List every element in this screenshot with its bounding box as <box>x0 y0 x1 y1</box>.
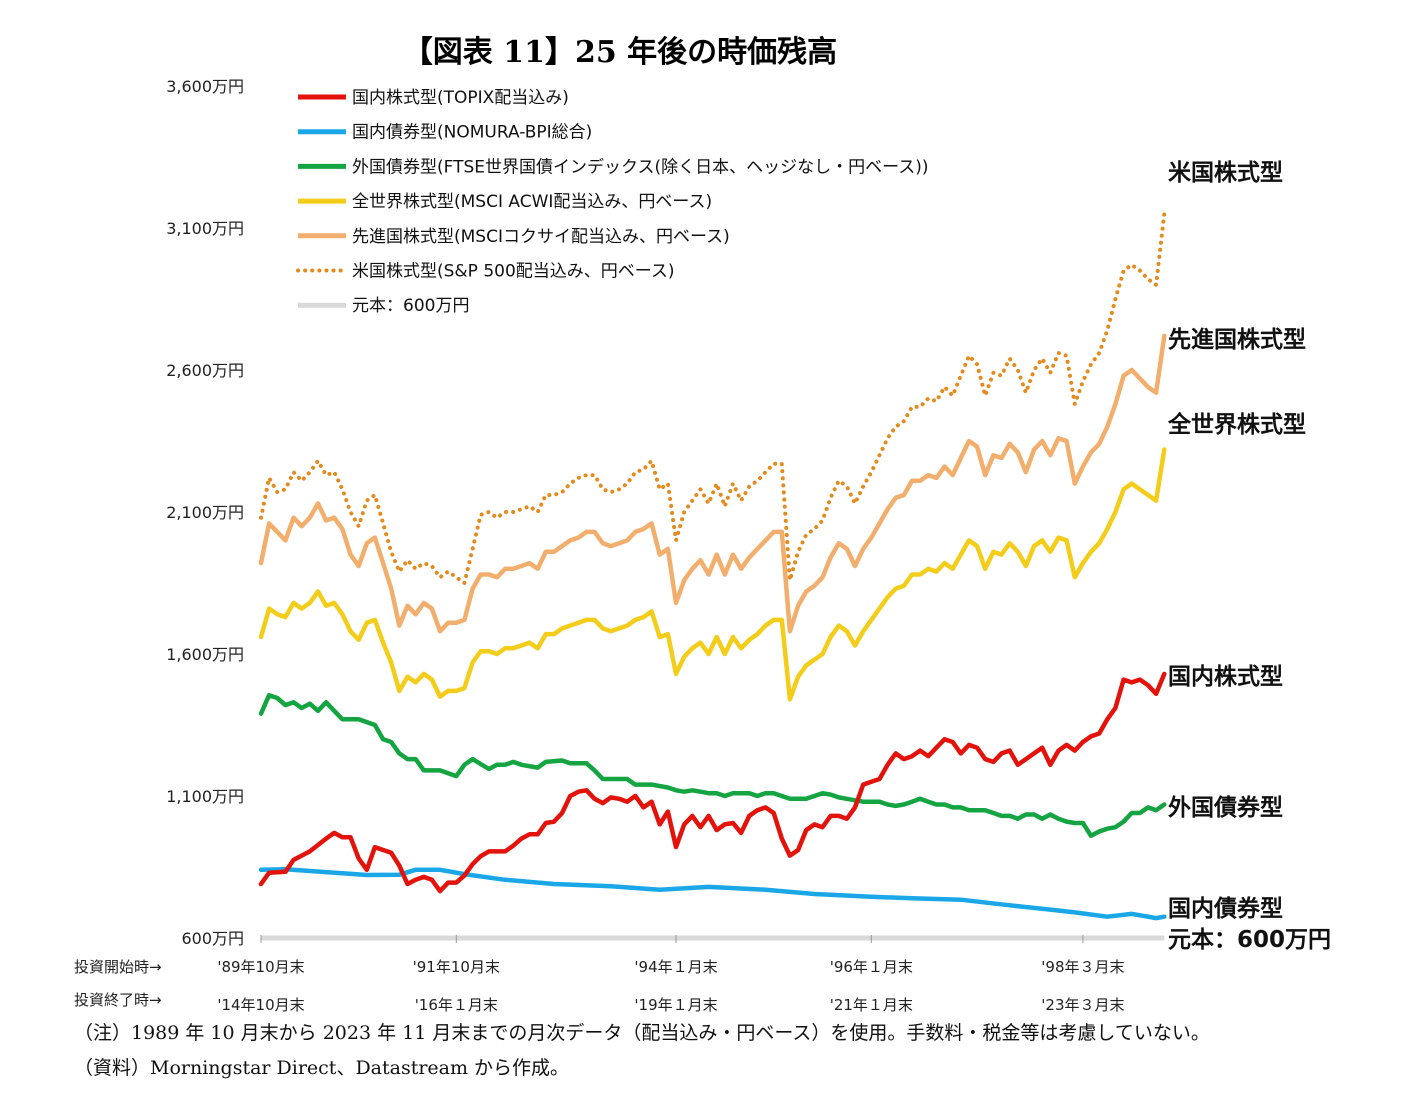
series-line-domestic-equity <box>258 671 1167 894</box>
legend-label-developed-equity: 先進国株式型(MSCIコクサイ配当込み、円ベース) <box>352 227 730 247</box>
start-row-label: 投資開始時→ <box>74 958 162 976</box>
x-tick-label-start: '89年10月末 <box>217 958 304 976</box>
series-line-developed-equity <box>258 333 1167 634</box>
y-tick-label: 1,600万円 <box>166 645 244 664</box>
end-label-principal: 元本：600万円 <box>1168 927 1331 953</box>
plot-area <box>258 211 1167 941</box>
y-tick-label: 1,100万円 <box>166 787 244 806</box>
end-label-domestic-equity: 国内株式型 <box>1168 664 1283 690</box>
legend-label-us-equity: 米国株式型(S&P 500配当込み、円ベース) <box>352 262 675 282</box>
y-axis: 600万円 1,100万円 1,600万円 2,100万円 2,600万円 3,100万円… <box>166 77 244 948</box>
series-line-world-equity <box>258 447 1167 702</box>
end-label-foreign-bond: 外国債券型 <box>1168 794 1283 821</box>
legend: 国内株式型(TOPIX配当込み) 国内債券型(NOMURA-BPI総合) 外国債券型… <box>296 88 929 316</box>
series-line-foreign-bond <box>258 692 1167 839</box>
end-label-developed-equity: 先進国株式型 <box>1168 327 1306 353</box>
legend-label-foreign-bond: 外国債券型(FTSE世界国債インデックス(除く日本、ヘッジなし・円ベース)) <box>352 156 929 177</box>
chart-title: 【図表 11】25 年後の時価残高 <box>403 35 837 70</box>
x-tick-label-end: '19年１月末 <box>634 996 717 1014</box>
chart-source: （資料）Morningstar Direct、Datastream から作成。 <box>74 1057 570 1079</box>
x-tick-label-start: '98年３月末 <box>1041 958 1124 976</box>
y-tick-label: 3,100万円 <box>166 219 244 238</box>
legend-label-principal: 元本：600万円 <box>352 296 469 316</box>
x-tick-label-start: '94年１月末 <box>634 958 717 976</box>
y-tick-label: 2,600万円 <box>166 361 244 380</box>
chart-note: （注）1989 年 10 月末から 2023 年 11 月末までの月次データ（配… <box>74 1022 1210 1044</box>
x-tick-label-start: '91年10月末 <box>413 958 500 976</box>
x-tick-label-end: '16年１月末 <box>415 996 498 1014</box>
x-tick-label-end: '14年10月末 <box>217 996 304 1014</box>
x-axis: '89年10月末 '14年10月末 '91年10月末 '16年１月末 '94年１月末 '1… <box>217 935 1125 1014</box>
y-tick-label: 2,100万円 <box>166 503 244 522</box>
series-line-us-equity <box>259 211 1167 585</box>
end-label-us-equity: 米国株式型 <box>1168 160 1283 186</box>
y-tick-label: 3,600万円 <box>166 77 244 96</box>
legend-label-domestic-equity: 国内株式型(TOPIX配当込み) <box>352 88 569 108</box>
end-label-world-equity: 全世界株式型 <box>1167 411 1306 438</box>
x-tick-label-end: '23年３月末 <box>1041 996 1124 1014</box>
x-tick-label-start: '96年１月末 <box>830 958 913 976</box>
legend-label-domestic-bond: 国内債券型(NOMURA-BPI総合) <box>352 123 592 143</box>
y-tick-label: 600万円 <box>181 929 244 948</box>
legend-label-world-equity: 全世界株式型(MSCI ACWI配当込み、円ベース) <box>352 192 712 212</box>
x-tick-label-end: '21年１月末 <box>830 996 913 1014</box>
end-label-domestic-bond: 国内債券型 <box>1168 895 1283 922</box>
end-row-label: 投資終了時→ <box>74 991 162 1009</box>
series-line-domestic-bond <box>258 867 1167 921</box>
